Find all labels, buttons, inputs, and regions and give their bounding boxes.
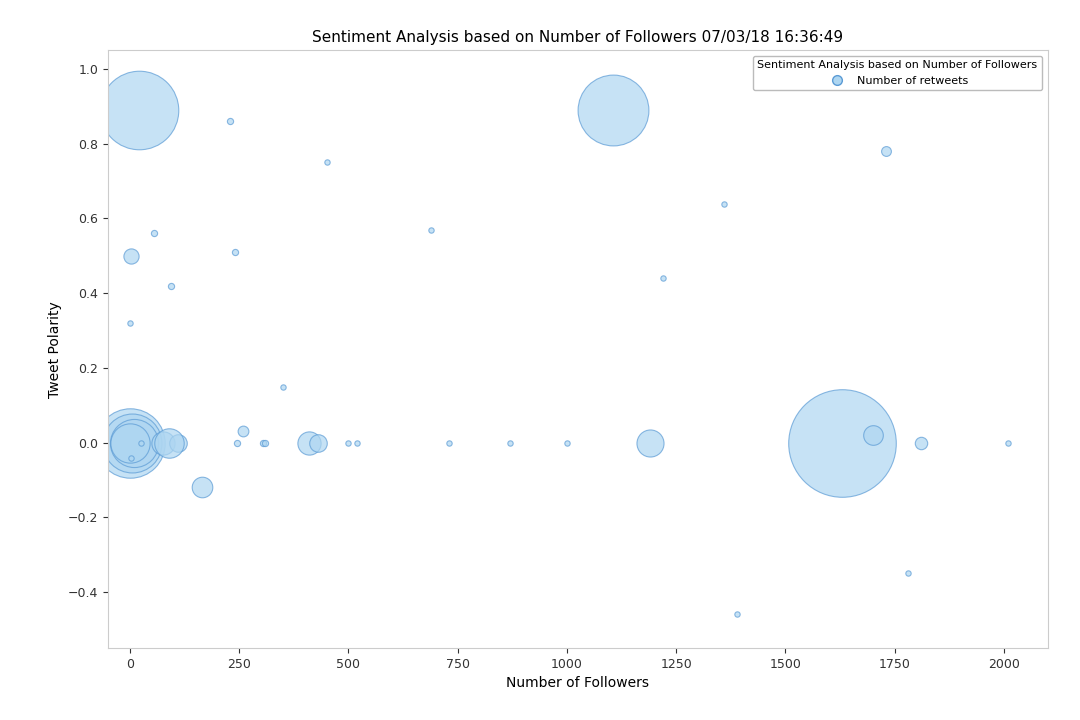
Point bbox=[221, 116, 239, 127]
Point bbox=[716, 198, 733, 210]
Point bbox=[422, 224, 440, 235]
Y-axis label: Tweet Polarity: Tweet Polarity bbox=[49, 301, 63, 397]
Point bbox=[300, 437, 318, 449]
Point bbox=[234, 426, 252, 437]
Point bbox=[145, 228, 162, 239]
Point bbox=[913, 437, 930, 449]
Point bbox=[654, 272, 672, 284]
Title: Sentiment Analysis based on Number of Followers 07/03/18 16:36:49: Sentiment Analysis based on Number of Fo… bbox=[312, 30, 843, 45]
Point bbox=[123, 437, 140, 449]
Point bbox=[226, 246, 243, 258]
Point bbox=[122, 250, 139, 261]
Point bbox=[318, 157, 335, 168]
Point bbox=[900, 567, 917, 579]
Point bbox=[257, 437, 274, 449]
Point bbox=[501, 437, 518, 449]
Point bbox=[228, 437, 245, 449]
Point bbox=[349, 437, 366, 449]
Point bbox=[255, 437, 272, 449]
Point bbox=[864, 429, 881, 441]
Point bbox=[274, 381, 292, 392]
Point bbox=[604, 104, 621, 116]
Point bbox=[121, 437, 138, 449]
Point bbox=[441, 437, 458, 449]
Point bbox=[125, 437, 143, 449]
Point bbox=[121, 318, 138, 329]
Point bbox=[130, 104, 147, 116]
Point bbox=[163, 280, 180, 292]
Point bbox=[834, 437, 851, 449]
Point bbox=[340, 437, 357, 449]
Point bbox=[161, 437, 178, 449]
Point bbox=[122, 437, 139, 449]
Point bbox=[1000, 437, 1017, 449]
Point bbox=[154, 437, 172, 449]
Point bbox=[122, 451, 139, 463]
Legend: Number of retweets: Number of retweets bbox=[753, 56, 1042, 91]
Point bbox=[642, 437, 659, 449]
Point bbox=[877, 145, 894, 157]
Point bbox=[729, 608, 746, 620]
Point bbox=[193, 482, 211, 493]
Point bbox=[132, 437, 149, 449]
Point bbox=[170, 437, 187, 449]
Point bbox=[309, 437, 326, 449]
Point bbox=[558, 437, 576, 449]
X-axis label: Number of Followers: Number of Followers bbox=[507, 676, 649, 690]
